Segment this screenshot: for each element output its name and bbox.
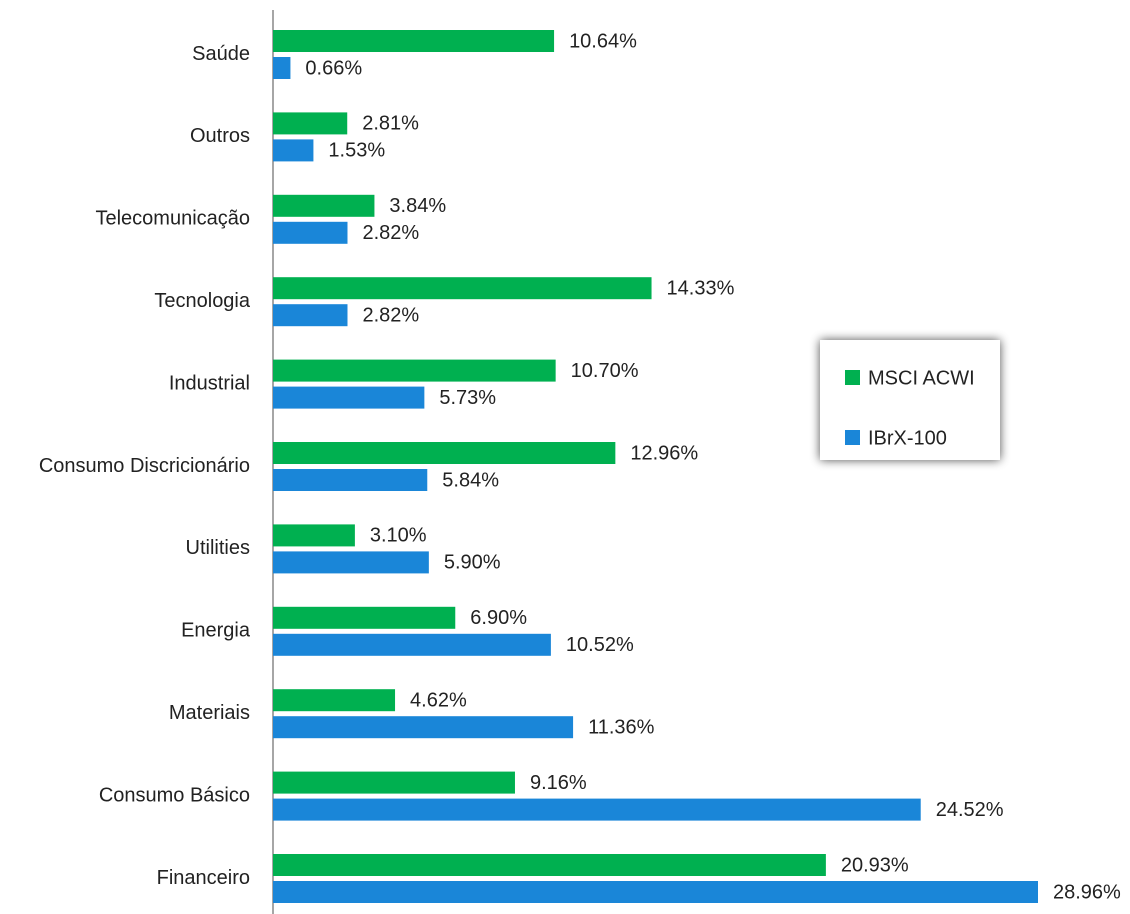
data-label: 14.33% — [667, 277, 735, 299]
bar — [273, 221, 348, 244]
bar — [273, 304, 348, 327]
data-label: 2.81% — [362, 113, 419, 135]
data-label: 11.36% — [588, 716, 655, 738]
bar — [273, 277, 652, 300]
data-label: 2.82% — [362, 222, 419, 244]
data-label: 10.64% — [569, 30, 637, 52]
y-tick-label: Utilities — [186, 537, 250, 559]
y-tick-label: Consumo Básico — [99, 784, 250, 806]
bar — [273, 551, 429, 574]
y-tick-label: Energia — [181, 620, 251, 642]
bar — [273, 57, 291, 79]
data-label: 24.52% — [936, 799, 1004, 821]
legend-label: MSCI ACWI — [868, 367, 975, 389]
bar — [273, 30, 555, 52]
data-label: 10.52% — [566, 634, 634, 656]
y-tick-label: Outros — [190, 125, 250, 147]
data-label: 3.84% — [389, 195, 446, 217]
bar — [273, 881, 1038, 903]
data-label: 5.73% — [439, 387, 496, 409]
bar — [273, 633, 551, 656]
data-label: 20.93% — [841, 854, 909, 876]
bar — [273, 194, 375, 217]
data-label: 9.16% — [530, 772, 587, 794]
bar — [273, 524, 355, 547]
y-tick-label: Industrial — [169, 372, 250, 394]
legend-swatch — [845, 370, 860, 385]
bar — [273, 139, 314, 162]
data-label: 6.90% — [470, 607, 527, 629]
data-label: 4.62% — [410, 689, 467, 711]
bar — [273, 606, 456, 629]
legend-swatch — [845, 430, 860, 445]
bar — [273, 469, 428, 491]
data-label: 0.66% — [305, 57, 362, 79]
y-tick-label: Saúde — [192, 43, 250, 65]
bar — [273, 689, 396, 712]
bar — [273, 359, 556, 382]
bar — [273, 716, 574, 739]
legend-label: IBrX-100 — [868, 427, 947, 449]
data-label: 12.96% — [630, 442, 698, 464]
y-tick-label: Materiais — [169, 702, 250, 724]
y-tick-label: Tecnologia — [154, 290, 251, 312]
data-label: 3.10% — [370, 525, 427, 547]
bar — [273, 112, 348, 135]
bar — [273, 854, 826, 876]
y-tick-label: Telecomunicação — [95, 208, 250, 230]
data-label: 5.90% — [444, 552, 501, 574]
bar — [273, 386, 425, 409]
data-label: 1.53% — [328, 140, 385, 162]
y-tick-label: Consumo Discricionário — [39, 455, 250, 477]
data-label: 10.70% — [571, 360, 639, 382]
data-label: 2.82% — [362, 304, 419, 326]
bar — [273, 798, 921, 821]
y-tick-label: Financeiro — [157, 867, 250, 889]
bar — [273, 771, 515, 794]
bar — [273, 442, 616, 464]
data-label: 28.96% — [1053, 881, 1121, 903]
data-label: 5.84% — [442, 469, 499, 491]
